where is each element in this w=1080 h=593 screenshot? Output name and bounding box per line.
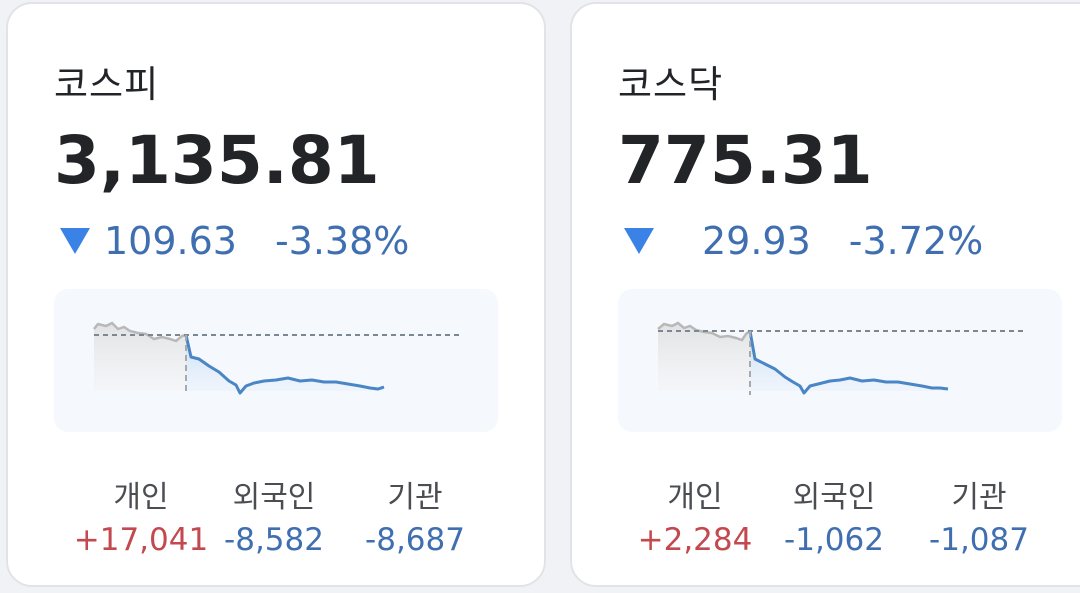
index-value: 775.31 — [618, 122, 873, 199]
kospi-card[interactable]: 코스피 3,135.81 109.63 -3.38% — [6, 2, 546, 587]
index-name: 코스피 — [54, 63, 160, 106]
kosdaq-card[interactable]: 코스닥 775.31 29.93 -3.72% — [570, 2, 1080, 587]
index-change: 109.63 -3.38% — [60, 219, 409, 263]
pre-period-line — [93, 321, 187, 343]
change-percent: -3.38% — [274, 219, 410, 263]
investor-label: 기관 — [951, 480, 1007, 515]
investor-foreign: 외국인 -8,582 — [194, 472, 354, 558]
investor-label: 기관 — [387, 480, 443, 515]
intraday-chart — [54, 289, 498, 432]
pre-period-area — [658, 323, 750, 391]
change-percent: -3.72% — [848, 219, 984, 263]
down-triangle-icon — [624, 227, 654, 254]
session-area — [750, 331, 948, 393]
investor-label: 개인 — [113, 480, 169, 515]
intraday-sparkline — [657, 321, 1024, 395]
investor-label: 개인 — [667, 480, 723, 515]
investor-institution: 기관 -8,687 — [335, 472, 495, 558]
investor-value: -8,687 — [365, 522, 465, 558]
investor-label: 외국인 — [792, 480, 876, 515]
session-line — [748, 330, 949, 395]
down-triangle-icon — [60, 227, 90, 254]
investor-individual: 개인 +17,041 — [61, 472, 221, 558]
investor-flows: 개인 +17,041 외국인 -8,582 기관 -8,687 — [8, 472, 544, 562]
investor-value: -1,087 — [929, 522, 1029, 558]
investor-foreign: 외국인 -1,062 — [754, 472, 914, 558]
change-points: 109.63 — [104, 219, 237, 263]
index-change: 29.93 -3.72% — [624, 219, 983, 263]
change-points: 29.93 — [702, 219, 811, 263]
investor-value: +17,041 — [73, 522, 209, 558]
intraday-chart — [618, 289, 1062, 432]
intraday-sparkline — [93, 321, 460, 395]
session-line — [184, 334, 385, 395]
investor-individual: 개인 +2,284 — [615, 472, 775, 558]
investor-value: +2,284 — [637, 522, 753, 558]
investor-value: -1,062 — [784, 522, 884, 558]
index-name: 코스닥 — [618, 63, 724, 106]
investor-flows: 개인 +2,284 외국인 -1,062 기관 -1,087 — [572, 472, 1080, 562]
investor-label: 외국인 — [232, 480, 316, 515]
investor-institution: 기관 -1,087 — [899, 472, 1059, 558]
index-value: 3,135.81 — [54, 122, 380, 199]
investor-value: -8,582 — [224, 522, 324, 558]
pre-period-area — [94, 323, 186, 391]
